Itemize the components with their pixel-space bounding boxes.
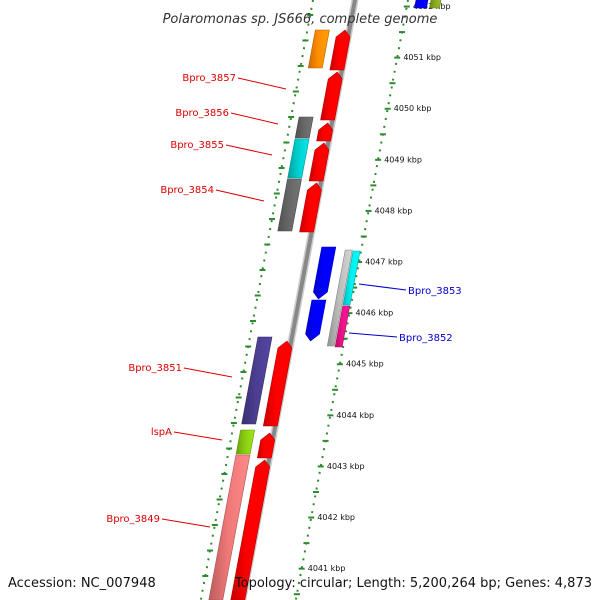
kbp-tick-label: 4050 kbp: [394, 104, 432, 113]
plus-strand-gene: [320, 71, 343, 121]
minus-strand-gene: [313, 246, 337, 300]
callout-line: [230, 112, 279, 125]
plus-strand-gene: [262, 340, 293, 427]
plus-strand-gene: [329, 29, 351, 71]
plus-strand-gene: [230, 459, 270, 600]
outer-lane-gene: [235, 429, 255, 455]
outer-lane-gene: [294, 116, 314, 139]
minus-lane-gene: [326, 249, 353, 347]
partial-top-gene: [429, 0, 442, 9]
gene-label-left: Bpro_3854: [160, 185, 214, 196]
gene-label-left: Bpro_3857: [182, 73, 236, 84]
gene-features: [208, 0, 442, 600]
callout-line: [173, 431, 223, 441]
plus-strand-gene: [256, 432, 276, 459]
gene-label-right: Bpro_3853: [408, 286, 462, 297]
gene-label-right: Bpro_3852: [399, 333, 453, 344]
minus-strand-gene: [305, 299, 327, 342]
left-ruler-line: [199, 0, 314, 600]
gene-label-left: Bpro_3855: [170, 140, 224, 151]
outer-lane-gene: [208, 454, 251, 600]
gene-label-left: Bpro_3856: [175, 108, 229, 119]
callout-line: [237, 77, 287, 90]
outer-lane-gene: [307, 29, 330, 69]
kbp-tick-label: 4044 kbp: [336, 411, 374, 420]
kbp-tick-label: 4041 kbp: [308, 564, 346, 573]
left-tick-ruler: [199, 0, 314, 600]
minus-lane-gene: [334, 305, 351, 348]
right-ruler-line: [294, 0, 409, 600]
map-title: Polaromonas sp. JS666, complete genome: [163, 12, 438, 27]
outer-lane-gene: [241, 336, 273, 425]
kbp-tick-label: 4045 kbp: [346, 360, 384, 369]
outer-lane-gene: [287, 138, 310, 179]
kbp-tick-label: 4051 kbp: [403, 53, 441, 62]
plus-strand-gene: [316, 122, 334, 142]
plus-strand-gene: [299, 182, 322, 233]
callout-line: [358, 283, 407, 291]
minus-lane-gene: [342, 250, 361, 306]
kbp-tick-label: 4043 kbp: [327, 462, 365, 471]
gene-label-left: Bpro_3851: [128, 363, 182, 374]
callout-line: [225, 144, 273, 156]
accession-text: Accession: NC_007948: [8, 576, 156, 591]
gene-label-left: Bpro_3849: [106, 514, 160, 525]
callout-line: [348, 332, 398, 338]
kbp-tick-label: 4049 kbp: [384, 155, 422, 164]
partial-top-gene: [414, 0, 429, 9]
kbp-tick-label: 4046 kbp: [356, 309, 394, 318]
plus-strand-gene: [308, 142, 330, 182]
gene-label-left: lspA: [151, 427, 172, 438]
kbp-tick-label: 4042 kbp: [317, 513, 355, 522]
genome-summary-text: Topology: circular; Length: 5,200,264 bp…: [234, 576, 592, 591]
outer-lane-gene: [277, 178, 302, 232]
kbp-tick-label: 4048 kbp: [375, 206, 413, 215]
callout-line: [161, 518, 211, 528]
callout-line: [183, 367, 233, 378]
callout-line: [215, 189, 265, 202]
kbp-tick-label: 4047 kbp: [365, 258, 403, 267]
gene-callouts: Bpro_3857 Bpro_3856 Bpro_3855 Bpro_3854 Bpro…: [106, 73, 462, 528]
